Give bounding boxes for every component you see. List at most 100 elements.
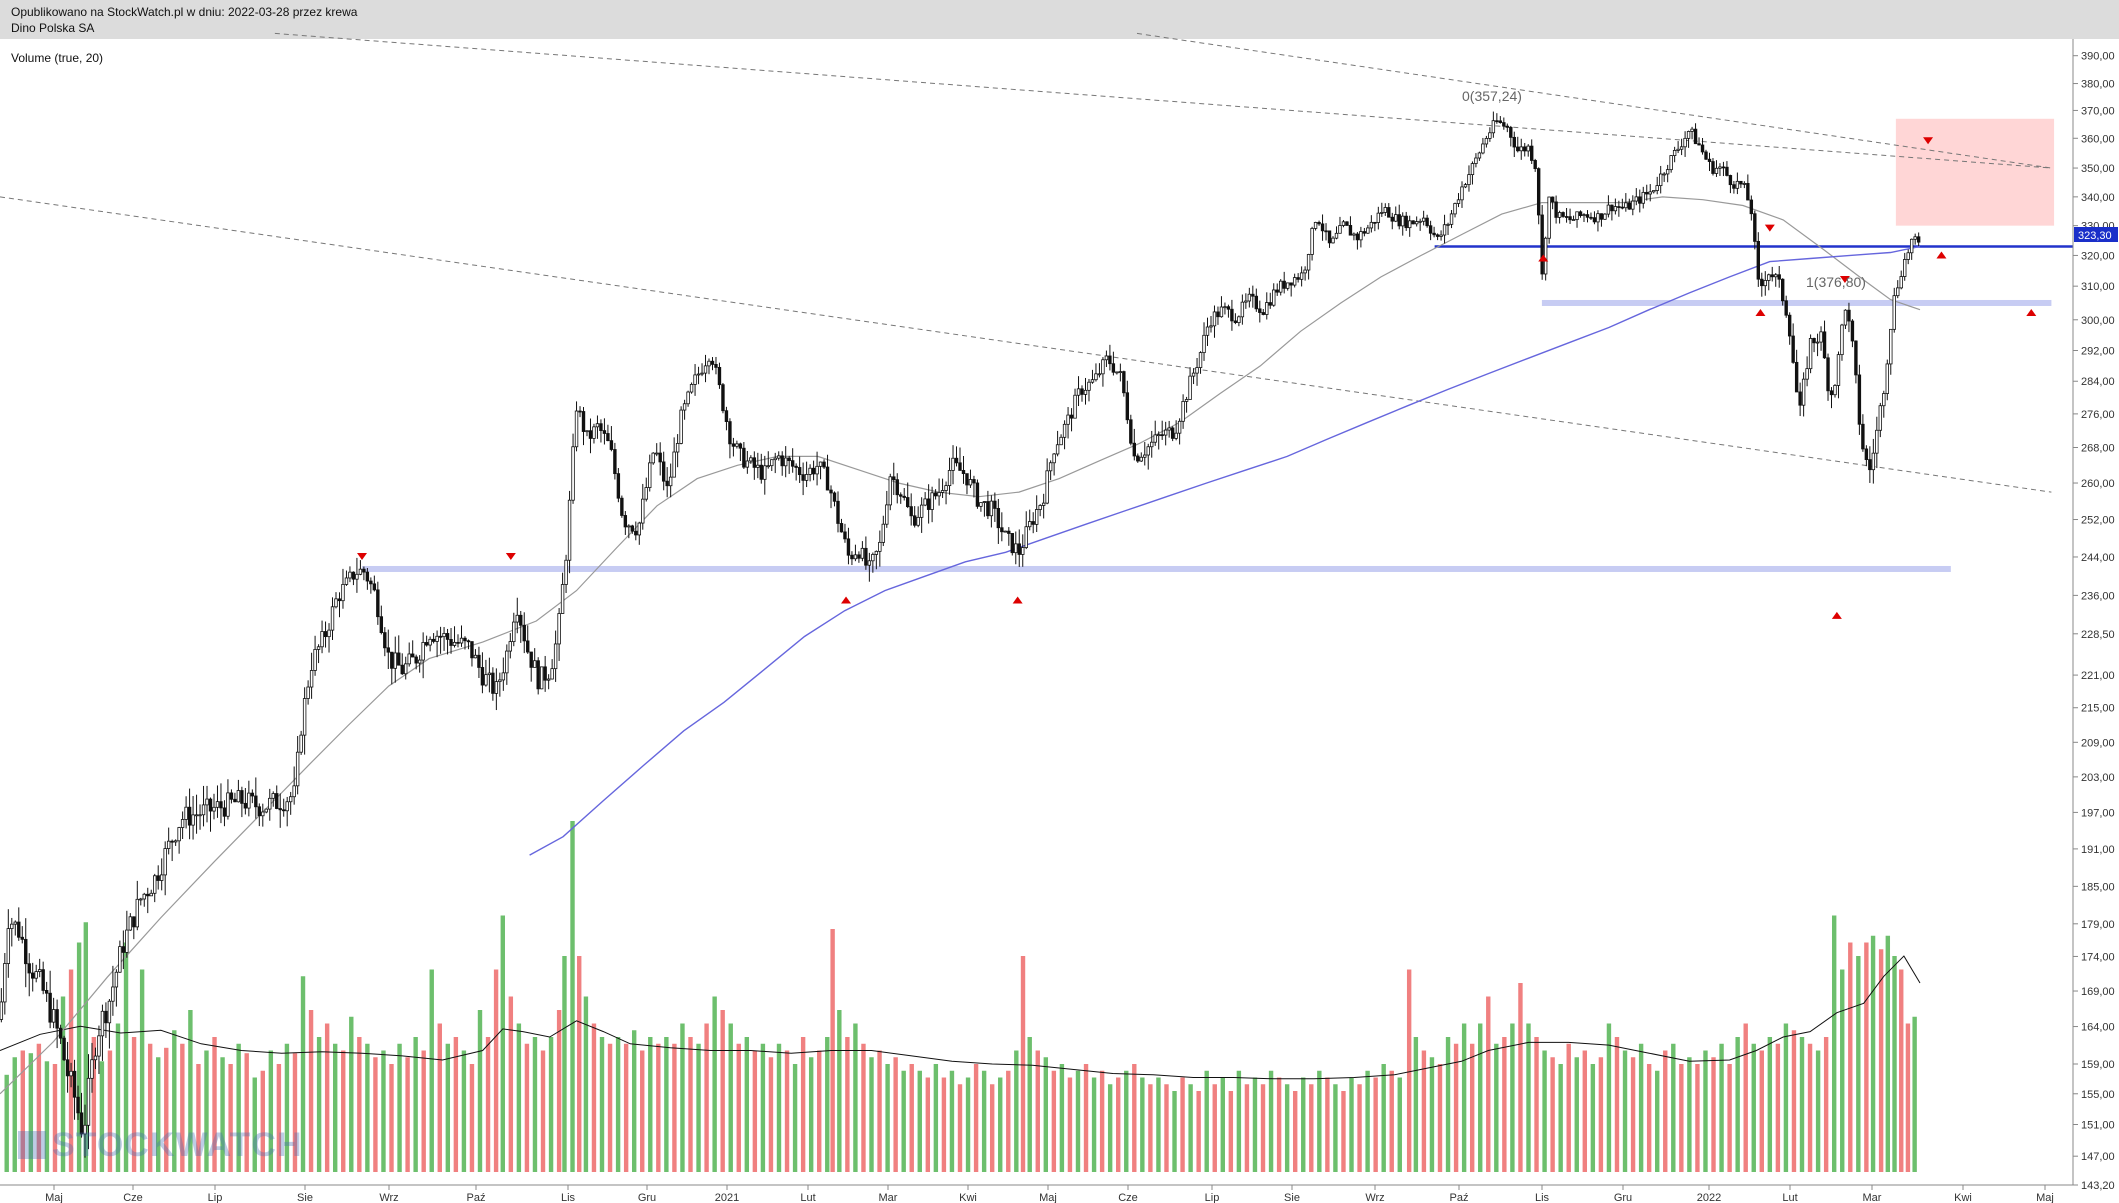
candle-body [184,806,188,820]
candle-body [1739,180,1743,185]
candle-body [1160,434,1164,437]
volume-bar [76,942,82,1172]
volume-bar [998,1077,1003,1172]
candle-body [1725,166,1729,176]
x-tick-label: Lip [1205,1192,1220,1203]
candle-body [198,814,202,817]
candle-body [1338,225,1342,234]
volume-bar [1590,1064,1596,1172]
candle-body [637,522,641,536]
candle-body [526,640,530,653]
candle-body [1889,328,1893,365]
candle-body [351,571,356,580]
candle-body [529,651,533,668]
candle-body [261,811,265,817]
volume-bar [1679,1064,1684,1172]
volume-bar [1204,1070,1209,1172]
candle-body [1446,223,1450,226]
volume-bar [1878,949,1884,1172]
candle-body [1310,228,1314,255]
candle-body [132,916,136,928]
volume-bar [1244,1084,1250,1172]
volume-bar [516,1023,522,1172]
candle-body [1700,144,1705,153]
volume-bar [981,1070,987,1172]
volume-bar [909,1064,914,1172]
candle-body [1261,312,1265,315]
candle-body [1686,131,1691,139]
candle-body [616,473,621,499]
candle-body [166,840,171,849]
candle-body [1303,269,1307,274]
volume-bar [1413,1037,1419,1172]
candle-body [1352,233,1356,236]
volume-bar [1325,1077,1330,1172]
candle-body [1348,225,1353,236]
candle-body [860,547,865,559]
volume-bar [405,1057,410,1172]
candle-body [1132,442,1137,457]
x-tick-label: Wrz [379,1192,398,1203]
volume-bar [1856,956,1861,1172]
candle-body [937,492,941,497]
candle-body [1317,221,1321,225]
candle-body [1136,455,1140,462]
candle-body [1366,227,1370,234]
candle-body [362,568,366,573]
candle-body [1547,196,1551,239]
volume-bar [1606,1023,1612,1172]
candle-body [627,525,631,528]
candle-body [268,797,272,810]
candle-body [1645,191,1649,195]
volume-bar [1276,1077,1282,1172]
fib-label-0: 0(357,24) [1462,88,1522,104]
x-tick-label: Wrz [1365,1192,1384,1203]
volume-bar [276,1064,282,1172]
volume-bar [696,1043,701,1172]
volume-bar [300,976,306,1172]
candle-body [1843,309,1848,326]
volume-bar [1075,1070,1081,1172]
volume-bar [220,1057,225,1172]
y-tick-label: 268,00 [2081,442,2115,454]
candle-body [1519,146,1523,152]
volume-bar [1582,1050,1588,1172]
target-zone [1895,118,2055,226]
candle-body [1034,509,1039,525]
candle-body [1906,252,1910,260]
candle-body [1306,254,1311,271]
candle-body [846,538,851,556]
volume-bar [107,1050,113,1172]
candle-body [783,457,788,467]
volume-bar [180,1043,185,1172]
candle-body [156,875,160,881]
candle-body [1787,314,1792,337]
candle-body [501,672,506,681]
volume-bar [1727,1064,1732,1172]
volume-bar [680,1023,685,1172]
candle-body [749,457,753,462]
candle-body [1561,212,1565,217]
candle-body [923,498,927,506]
candle-body [1247,293,1252,302]
candle-body [13,921,17,925]
volume-bar [607,1043,613,1172]
buy-marker [1755,309,1766,317]
candle-body [560,584,565,614]
volume-bar [397,1043,402,1172]
y-tick-label: 320,00 [2081,250,2115,262]
candle-body [452,641,457,646]
candle-body [473,654,478,659]
candle-body [773,457,777,461]
candle-body [1829,390,1834,396]
volume-bar [413,1037,418,1172]
candle-body [264,808,268,813]
candle-body [1094,373,1098,381]
candle-body [1617,206,1621,208]
candle-body [1658,173,1663,187]
volume-bar [1518,983,1523,1172]
candle-body [1069,414,1074,419]
candle-body [1481,143,1485,154]
candle-body [700,372,704,375]
